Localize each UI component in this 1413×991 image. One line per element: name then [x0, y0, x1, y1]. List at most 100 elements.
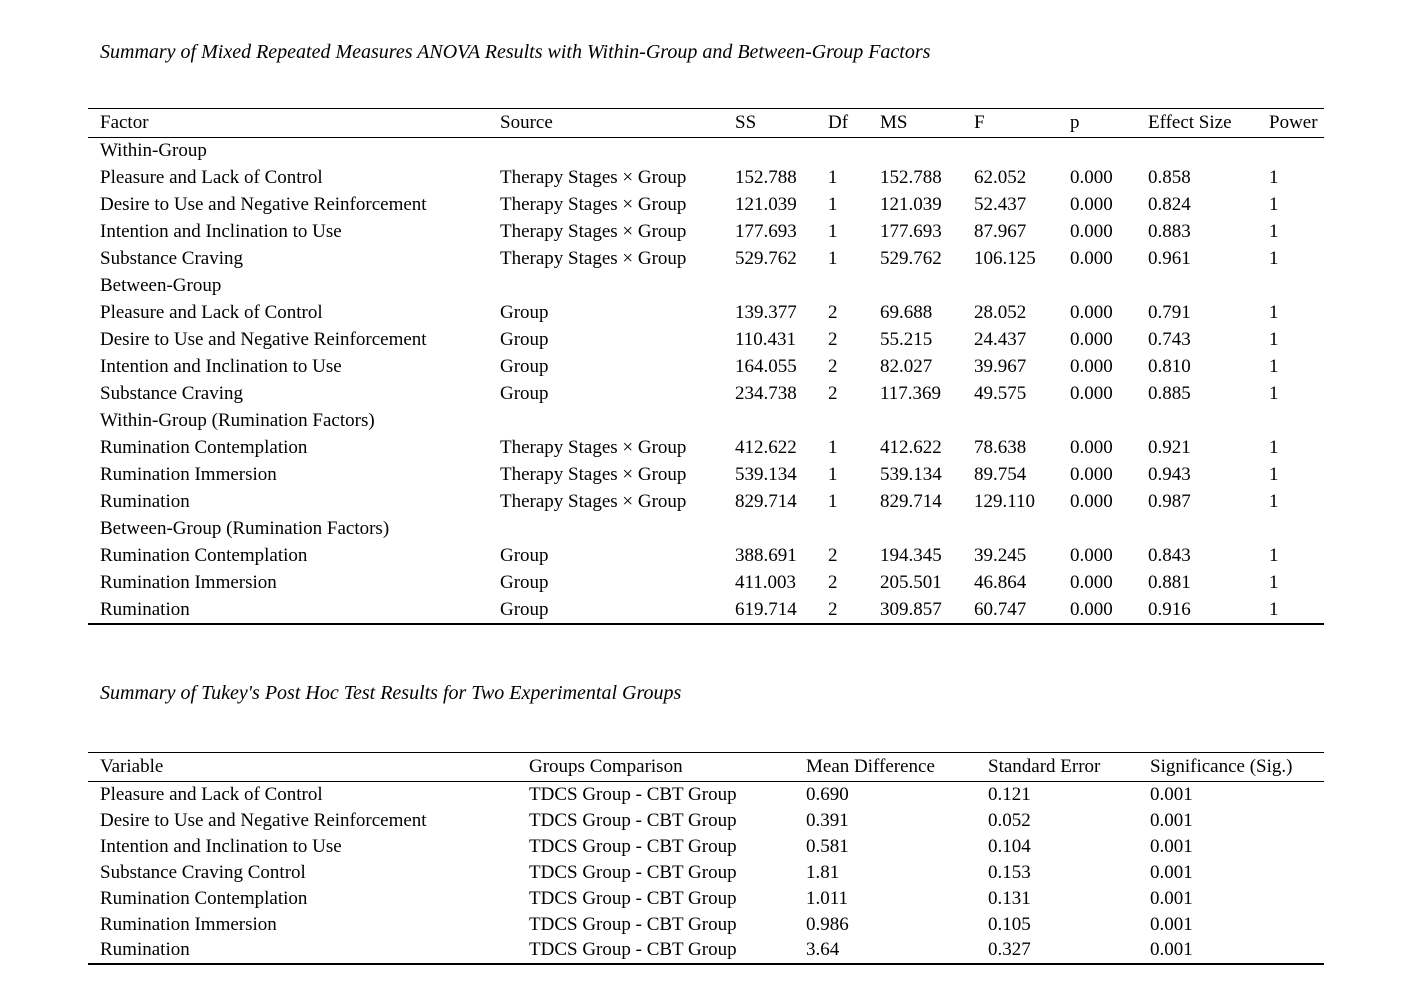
cell-effect-size: 0.916	[1148, 598, 1191, 620]
cell-ms: 194.345	[880, 545, 942, 566]
cell-factor: Rumination	[100, 598, 190, 620]
cell-ms: 309.857	[880, 598, 942, 620]
column-header: Df	[816, 108, 868, 138]
cell-factor: Rumination Immersion	[100, 572, 277, 593]
cell-df: 1	[828, 491, 838, 512]
cell-power: 1	[1269, 248, 1279, 269]
cell-variable: Intention and Inclination to Use	[100, 835, 342, 857]
anova-table-body: Within-Group Pleasure and Lack of Control…	[88, 138, 1324, 624]
cell-mean-difference: 0.391	[806, 809, 849, 831]
cell-factor: Desire to Use and Negative Reinforcement	[100, 194, 427, 215]
column-header: Significance (Sig.)	[1138, 752, 1324, 782]
table-row: Intention and Inclination to Use TDCS Gro…	[88, 834, 1324, 860]
cell-ms: 55.215	[880, 329, 933, 350]
table-row: Rumination Immersion TDCS Group - CBT Gro…	[88, 912, 1324, 938]
section-label: Between-Group (Rumination Factors)	[100, 518, 390, 539]
cell-p: 0.000	[1070, 545, 1113, 566]
cell-p: 0.000	[1070, 167, 1113, 188]
table-row: Pleasure and Lack of Control Group 139.377…	[88, 300, 1324, 327]
cell-ss: 619.714	[735, 598, 797, 620]
cell-f: 62.052	[974, 167, 1027, 188]
cell-source: Therapy Stages × Group	[500, 464, 687, 485]
table-row: Substance Craving Group 234.738 2 117.369 49.…	[88, 381, 1324, 408]
cell-f: 24.437	[974, 329, 1027, 350]
cell-p: 0.000	[1070, 598, 1113, 620]
section-row: Between-Group	[88, 273, 1324, 300]
cell-f: 78.638	[974, 437, 1027, 458]
cell-power: 1	[1269, 356, 1279, 377]
column-header: SS	[723, 108, 816, 138]
cell-ss: 164.055	[735, 356, 797, 377]
table-row: Intention and Inclination to Use Group 164…	[88, 354, 1324, 381]
cell-f: 46.864	[974, 572, 1027, 593]
cell-source: Therapy Stages × Group	[500, 194, 687, 215]
cell-power: 1	[1269, 464, 1279, 485]
cell-power: 1	[1269, 167, 1279, 188]
cell-significance: 0.001	[1150, 835, 1193, 857]
cell-factor: Rumination	[100, 491, 190, 512]
cell-mean-difference: 0.986	[806, 913, 849, 935]
cell-f: 39.245	[974, 545, 1027, 566]
cell-ss: 412.622	[735, 437, 797, 458]
cell-standard-error: 0.131	[988, 887, 1031, 909]
table-row: Substance Craving Control TDCS Group - CB…	[88, 860, 1324, 886]
table-row: Intention and Inclination to Use Therapy …	[88, 219, 1324, 246]
cell-effect-size: 0.883	[1148, 221, 1191, 242]
cell-df: 1	[828, 167, 838, 188]
cell-p: 0.000	[1070, 194, 1113, 215]
cell-df: 1	[828, 464, 838, 485]
cell-comparison: TDCS Group - CBT Group	[529, 939, 737, 960]
cell-df: 2	[828, 598, 838, 620]
cell-comparison: TDCS Group - CBT Group	[529, 835, 737, 857]
cell-df: 1	[828, 437, 838, 458]
cell-f: 129.110	[974, 491, 1036, 512]
column-header: p	[1058, 108, 1136, 138]
cell-f: 28.052	[974, 302, 1027, 323]
cell-p: 0.000	[1070, 221, 1113, 242]
table-row: Pleasure and Lack of Control Therapy Stag…	[88, 165, 1324, 192]
cell-effect-size: 0.810	[1148, 356, 1191, 377]
cell-comparison: TDCS Group - CBT Group	[529, 809, 737, 831]
cell-p: 0.000	[1070, 329, 1113, 350]
cell-variable: Desire to Use and Negative Reinforcement	[100, 809, 427, 831]
cell-f: 60.747	[974, 598, 1027, 620]
cell-effect-size: 0.943	[1148, 464, 1191, 485]
table-row: Desire to Use and Negative Reinforcement…	[88, 327, 1324, 354]
cell-variable: Rumination	[100, 939, 190, 960]
cell-f: 106.125	[974, 248, 1036, 269]
cell-effect-size: 0.824	[1148, 194, 1191, 215]
cell-factor: Pleasure and Lack of Control	[100, 302, 323, 323]
section-label: Within-Group (Rumination Factors)	[100, 410, 375, 431]
cell-df: 1	[828, 248, 838, 269]
posthoc-table-title: Summary of Tukey's Post Hoc Test Results…	[100, 682, 682, 704]
cell-factor: Substance Craving	[100, 248, 244, 269]
cell-factor: Pleasure and Lack of Control	[100, 167, 323, 188]
cell-source: Group	[500, 572, 549, 593]
column-header: Factor	[88, 108, 488, 138]
cell-variable: Rumination Immersion	[100, 913, 277, 935]
cell-ms: 177.693	[880, 221, 942, 242]
cell-significance: 0.001	[1150, 809, 1193, 831]
cell-significance: 0.001	[1150, 861, 1193, 883]
cell-ms: 121.039	[880, 194, 942, 215]
cell-f: 89.754	[974, 464, 1027, 485]
column-header: Variable	[88, 752, 517, 782]
cell-p: 0.000	[1070, 437, 1113, 458]
cell-df: 1	[828, 221, 838, 242]
cell-mean-difference: 1.81	[806, 861, 840, 883]
cell-standard-error: 0.105	[988, 913, 1031, 935]
column-header: Groups Comparison	[517, 752, 794, 782]
cell-source: Therapy Stages × Group	[500, 491, 687, 512]
cell-p: 0.000	[1070, 464, 1113, 485]
cell-power: 1	[1269, 491, 1279, 512]
cell-effect-size: 0.881	[1148, 572, 1191, 593]
cell-ss: 110.431	[735, 329, 797, 350]
section-label: Between-Group	[100, 275, 222, 296]
cell-power: 1	[1269, 545, 1279, 566]
cell-df: 2	[828, 329, 838, 350]
cell-df: 2	[828, 572, 838, 593]
cell-standard-error: 0.327	[988, 939, 1031, 960]
cell-standard-error: 0.121	[988, 783, 1031, 805]
cell-mean-difference: 0.581	[806, 835, 849, 857]
